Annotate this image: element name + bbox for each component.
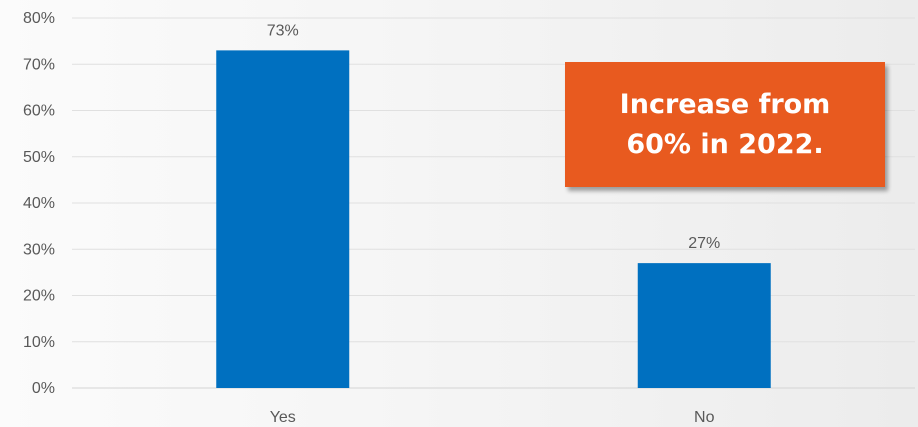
y-tick-label: 10% <box>23 334 55 351</box>
x-axis-categories: Yes No <box>270 409 715 426</box>
y-axis-ticks: 0% 10% 20% 30% 40% 50% 60% 70% 80% <box>23 10 55 397</box>
y-tick-label: 80% <box>23 10 55 27</box>
gridlines <box>72 17 915 389</box>
callout-box: Increase from 60% in 2022. <box>565 62 885 187</box>
y-tick-label: 40% <box>23 195 55 212</box>
y-tick-label: 60% <box>23 103 55 120</box>
data-label: 27% <box>688 235 720 252</box>
category-label: No <box>694 409 715 426</box>
y-tick-label: 20% <box>23 288 55 305</box>
callout-line-2: 60% in 2022. <box>626 128 824 160</box>
y-tick-label: 0% <box>32 380 55 397</box>
bar-yes <box>216 50 350 388</box>
y-tick-label: 50% <box>23 149 55 166</box>
y-tick-label: 30% <box>23 241 55 258</box>
callout-line-1: Increase from <box>619 88 831 120</box>
data-labels: 73% 27% <box>267 22 721 252</box>
bar-no <box>637 263 771 388</box>
y-tick-label: 70% <box>23 56 55 73</box>
bars <box>216 50 771 388</box>
category-label: Yes <box>270 409 296 426</box>
data-label: 73% <box>267 22 299 39</box>
